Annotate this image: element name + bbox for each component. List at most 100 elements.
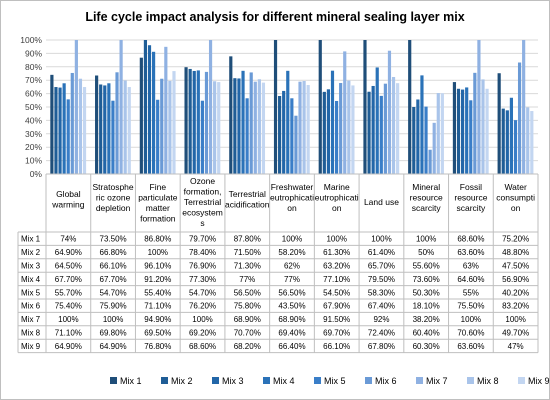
category-label: warming [51,200,84,210]
data-label: 100% [416,235,436,244]
bar [286,70,290,174]
bar [485,88,489,174]
bar [151,51,156,174]
bar [387,50,392,174]
bar [412,107,416,174]
data-label: 100% [371,235,391,244]
legend-swatch [314,377,321,384]
bar [249,72,253,174]
bar [522,40,526,174]
category-label: formation, [184,187,222,197]
bar [115,72,119,174]
bar [58,87,62,174]
data-label: 71.30% [234,262,261,271]
category-label: scarcity [457,203,487,213]
bar [396,83,400,174]
legend-swatch [365,377,372,384]
data-label: 86.80% [144,235,171,244]
bar [62,83,66,174]
bar [326,89,331,174]
bar [456,88,461,174]
bar [50,74,54,174]
bar [245,98,249,174]
legend-label: Mix 4 [273,376,295,386]
bar [95,75,99,174]
bar [139,57,143,174]
series-label: Mix 8 [21,329,41,338]
data-label: 67.40% [368,302,395,311]
bar [363,40,367,174]
data-label: 92% [373,315,389,324]
y-tick-label: 50% [25,102,42,112]
data-label: 100% [505,315,525,324]
y-tick-label: 70% [25,75,42,85]
data-label: 63.60% [457,342,484,351]
data-label: 100% [461,315,481,324]
data-label: 66.10% [100,262,127,271]
data-label: 77.10% [323,275,350,284]
legend-label: Mix 6 [375,376,397,386]
data-label: 83.20% [502,302,529,311]
bar [273,40,278,174]
bar [375,67,379,174]
bar [330,70,335,174]
data-label: 56.50% [278,288,305,297]
bar [54,87,58,174]
data-label: 91.20% [144,275,171,284]
data-label: 100% [58,315,78,324]
bar [156,99,160,174]
data-label: 49.70% [502,329,529,338]
bar [253,81,257,174]
bar [322,91,326,174]
data-label: 75.40% [55,302,82,311]
legend-label: Mix 3 [222,376,244,386]
bar [184,67,188,174]
series-label: Mix 3 [21,262,41,271]
data-label: 65.70% [368,262,395,271]
data-label: 47.50% [502,262,529,271]
bar [168,80,172,174]
data-label: 73.60% [413,275,440,284]
bar [127,87,131,174]
bar [119,40,123,174]
bar [107,83,111,174]
category-label: ecosystem [182,208,223,218]
bar [497,73,501,174]
category-label: Land use [364,197,399,207]
bar [343,51,347,174]
category-label: Terrestrial [184,197,221,207]
legend-swatch [263,377,270,384]
bar [432,122,436,174]
data-label: 70.60% [457,329,484,338]
data-label: 79.70% [189,235,216,244]
bar [391,76,396,174]
series-label: Mix 9 [21,342,41,351]
category-label: Marine [324,182,350,192]
data-label: 50% [418,248,434,257]
data-label: 66.10% [323,342,350,351]
data-label: 71.10% [55,329,82,338]
bar [78,78,83,174]
bar [347,80,351,174]
category-label: ric ozone [96,193,131,203]
data-label: 58.30% [368,288,395,297]
bar [383,83,387,174]
legend-label: Mix 8 [477,376,499,386]
y-tick-label: 90% [25,48,42,58]
data-label: 100% [192,315,212,324]
series-label: Mix 6 [21,302,41,311]
bar [282,90,286,174]
bar [147,45,152,175]
data-label: 73.50% [100,235,127,244]
data-label: 64.90% [55,342,82,351]
bar [501,108,505,174]
data-label: 63% [463,262,479,271]
data-label: 71.50% [234,248,261,257]
bar [469,100,473,174]
bar [302,81,306,174]
legend-swatch [110,377,117,384]
bar [200,100,204,174]
legend-swatch [161,377,168,384]
bar [294,115,298,174]
series-label: Mix 5 [21,288,41,297]
